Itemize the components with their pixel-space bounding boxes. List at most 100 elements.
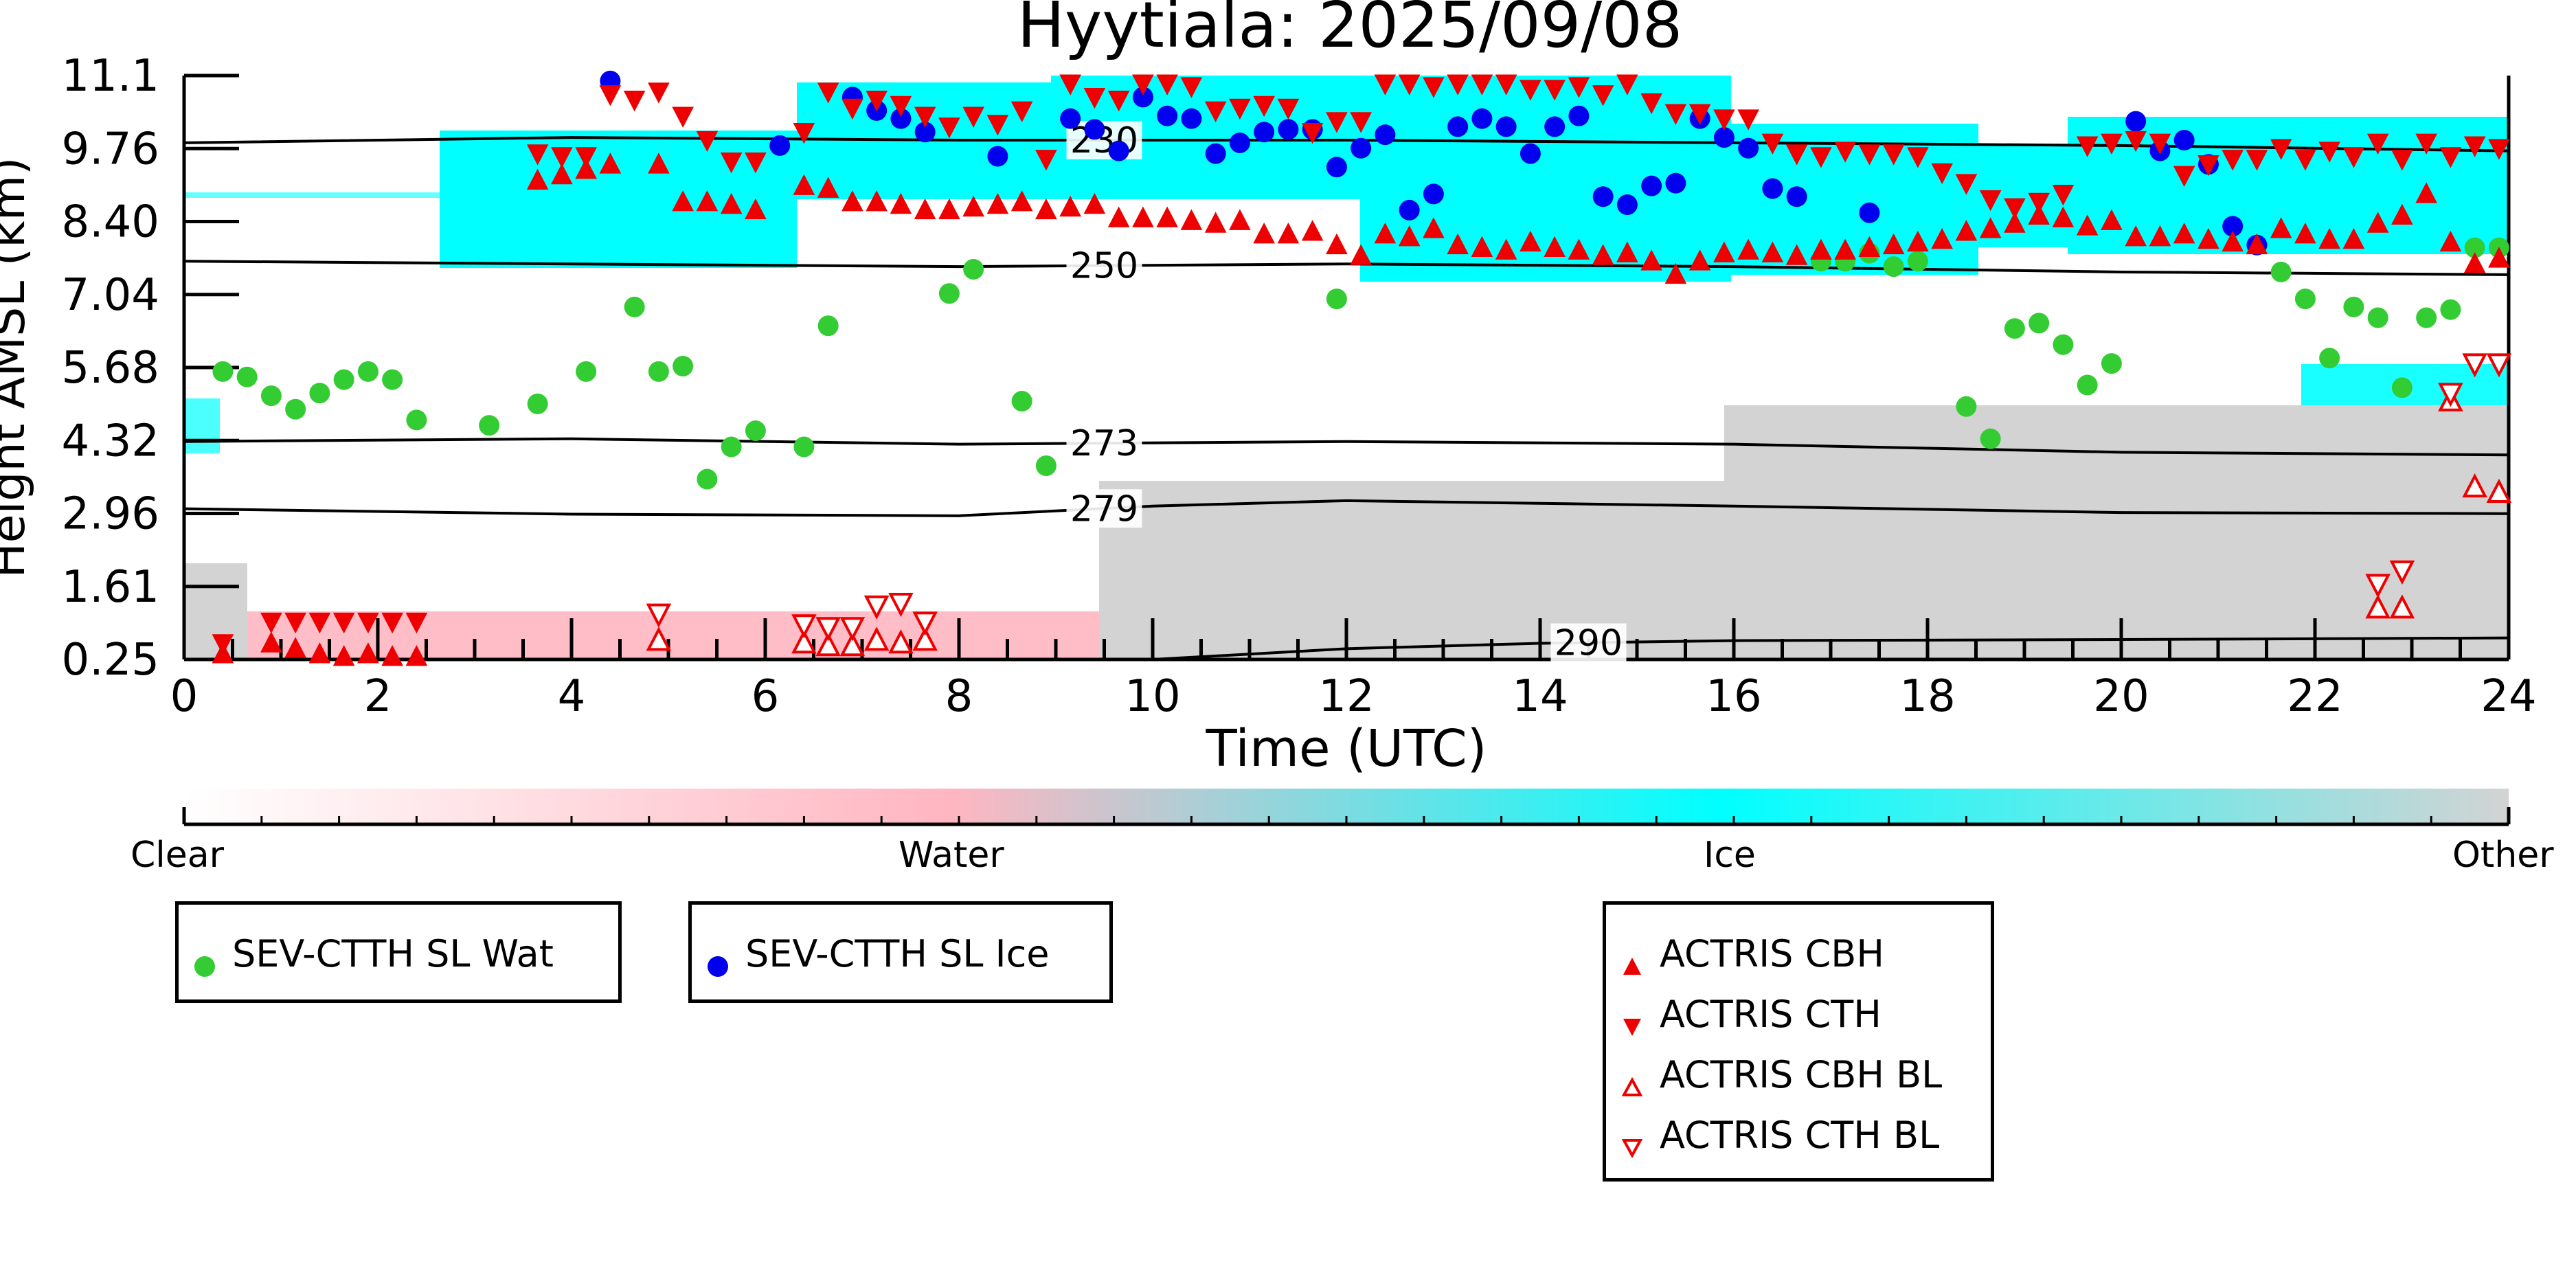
data-point: [1979, 217, 2002, 238]
data-point: [332, 612, 355, 634]
y-tick-label: 0.25: [62, 635, 160, 686]
data-point: [357, 642, 379, 664]
data-point: [1423, 77, 1445, 98]
isotherm-line: [183, 260, 2509, 276]
x-tick-label: 0: [170, 671, 199, 722]
data-point: [648, 152, 670, 174]
data-point: [1277, 223, 1300, 244]
data-point: [962, 195, 984, 217]
data-point: [2463, 136, 2486, 157]
data-point: [1980, 428, 2001, 449]
data-point: [2173, 130, 2195, 151]
legend-label-actris-cth: ACTRIS CTH: [1660, 993, 1882, 1036]
y-tick-label: 9.76: [62, 124, 160, 174]
data-point: [1254, 122, 1275, 143]
data-point: [1955, 220, 1978, 241]
data-point: [2294, 223, 2316, 244]
data-point: [309, 383, 330, 404]
data-point: [2125, 111, 2147, 132]
y-tick-label: 11.1: [62, 51, 160, 102]
data-point: [2294, 289, 2316, 310]
data-point: [2342, 147, 2365, 168]
data-point: [2439, 230, 2462, 252]
data-point: [1423, 217, 1445, 238]
data-point: [696, 131, 719, 152]
isotherm-line: [183, 437, 2509, 457]
data-point: [1059, 195, 1081, 217]
data-point: [1834, 142, 1856, 163]
data-point: [721, 436, 742, 457]
y-ticks: 0.25 1.61 2.96 4.32 5.68 7.04 8.40 9.76 11.1: [62, 51, 239, 686]
data-point: [526, 168, 549, 190]
data-point: [793, 122, 815, 144]
data-point: [332, 645, 355, 666]
data-point: [672, 106, 694, 128]
data-point: [841, 98, 863, 120]
data-point: [1180, 209, 1203, 230]
data-point: [938, 283, 960, 304]
mask-other-patch: [1724, 405, 2507, 659]
data-point: [648, 82, 670, 104]
data-point: [1713, 241, 1735, 262]
data-point: [745, 152, 767, 174]
data-point: [720, 192, 743, 214]
data-point: [1785, 244, 1808, 265]
data-point: [2173, 223, 2195, 244]
data-point: [1060, 108, 1081, 129]
data-point: [2366, 212, 2389, 233]
data-point: [817, 315, 839, 337]
data-point: [1204, 101, 1227, 123]
data-point: [260, 385, 282, 407]
data-point: [2076, 214, 2099, 236]
data-point: [2004, 212, 2026, 233]
data-point: [1010, 190, 1033, 212]
isotherm-label: 273: [1070, 423, 1138, 464]
data-point: [1447, 233, 1469, 255]
data-point: [2197, 155, 2219, 177]
data-point: [1495, 238, 1517, 260]
data-point: [1616, 194, 1638, 216]
data-point: [1229, 209, 1251, 230]
data-point: [2052, 206, 2075, 227]
data-point: [815, 632, 841, 657]
data-point: [1616, 74, 1638, 95]
data-point: [720, 152, 743, 174]
data-point: [1640, 93, 1662, 115]
data-point: [815, 617, 841, 642]
data-point: [2222, 150, 2244, 171]
isotherm-line: [1152, 636, 2509, 661]
data-point: [1931, 227, 1953, 249]
data-point: [260, 612, 282, 634]
data-point: [1181, 108, 1202, 129]
y-tick-label: 2.96: [62, 489, 160, 540]
data-point: [1011, 390, 1032, 411]
data-point: [1737, 238, 1759, 260]
data-point: [381, 645, 403, 666]
y-tick-label: 8.40: [62, 197, 160, 248]
data-point: [673, 356, 694, 377]
isotherm-label: 290: [1555, 623, 1623, 664]
data-point: [745, 420, 766, 442]
data-point: [576, 361, 597, 382]
data-point: [212, 361, 234, 382]
data-point: [1059, 74, 1081, 95]
legend-actris: ACTRIS CBH ACTRIS CTH ACTRIS CBH BL ACTR…: [1603, 901, 1994, 1182]
data-point: [2246, 233, 2268, 255]
data-point: [1713, 109, 1735, 131]
data-point: [1399, 199, 1420, 221]
data-point: [839, 617, 866, 642]
data-point: [1738, 137, 1759, 159]
data-point: [1156, 206, 1178, 227]
isotherm-label: 279: [1070, 488, 1138, 530]
x-tick-label: 2: [364, 671, 392, 722]
data-points: [212, 70, 2512, 666]
data-point: [866, 190, 888, 212]
data-point: [406, 409, 427, 431]
data-point: [2319, 348, 2340, 369]
x-ticks: 0 2 4 6 8 10 12 14 16 18 20 22 24: [170, 618, 2537, 722]
data-point: [2270, 217, 2292, 238]
colorbar: Clear Water Ice Other: [131, 789, 2554, 876]
data-point: [382, 369, 403, 390]
